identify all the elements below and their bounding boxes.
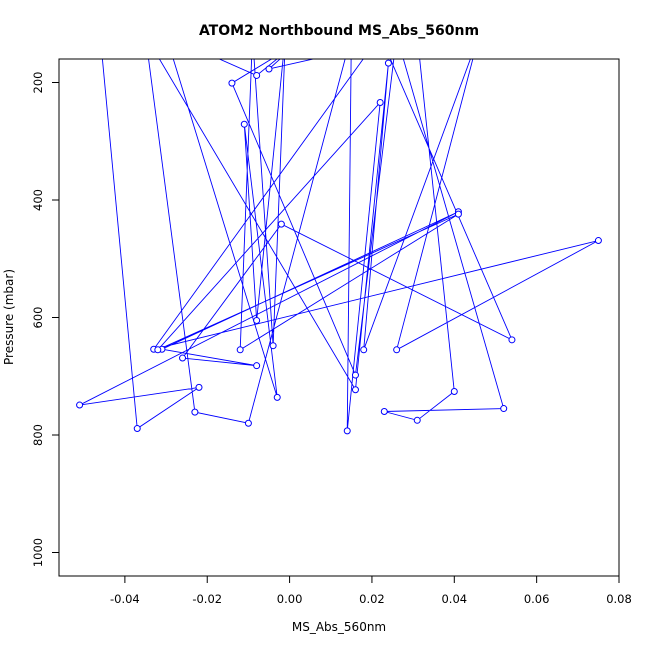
data-point xyxy=(154,346,162,354)
data-point xyxy=(380,408,388,415)
data-point xyxy=(133,425,141,433)
y-tick-label: 800 xyxy=(31,424,45,446)
x-tick-label: -0.04 xyxy=(110,592,140,606)
data-point xyxy=(179,354,187,362)
data-point xyxy=(393,346,401,354)
y-tick-label: 1000 xyxy=(31,538,45,567)
data-point xyxy=(351,386,359,394)
data-point xyxy=(228,79,236,87)
data-point xyxy=(244,419,252,427)
data-point xyxy=(253,362,261,370)
x-tick-label: 0.04 xyxy=(441,592,467,606)
points-layer xyxy=(76,59,602,435)
x-axis: -0.04 -0.02 0.00 0.02 0.04 0.06 0.08 xyxy=(110,575,632,606)
data-point xyxy=(360,346,368,354)
series-line xyxy=(79,59,599,431)
data-point xyxy=(195,383,203,391)
data-point xyxy=(277,220,285,228)
y-tick-label: 400 xyxy=(31,189,45,211)
data-point xyxy=(500,405,508,413)
data-point xyxy=(253,71,261,79)
chart-title: ATOM2 Northbound MS_Abs_560nm xyxy=(199,23,479,39)
data-point xyxy=(376,98,384,106)
data-point xyxy=(236,346,244,354)
x-tick-label: 0.08 xyxy=(606,592,632,606)
data-point xyxy=(384,59,392,67)
data-point xyxy=(343,427,351,435)
data-point xyxy=(253,316,261,324)
data-point xyxy=(265,65,273,73)
x-tick-label: 0.00 xyxy=(277,592,303,606)
y-axis: 200 400 600 800 1000 xyxy=(31,72,60,567)
y-tick-label: 600 xyxy=(31,307,45,329)
y-axis-label: Pressure (mbar) xyxy=(2,269,16,365)
y-tick-label: 200 xyxy=(31,72,45,94)
data-point xyxy=(594,237,602,245)
data-point xyxy=(240,120,248,128)
data-point xyxy=(76,401,84,409)
data-point xyxy=(191,408,199,416)
x-tick-label: -0.02 xyxy=(192,592,222,606)
plot-frame xyxy=(58,58,620,577)
data-point xyxy=(450,388,458,396)
x-tick-label: 0.02 xyxy=(359,592,385,606)
x-tick-label: 0.06 xyxy=(524,592,550,606)
data-point xyxy=(269,342,277,350)
data-point xyxy=(351,371,359,379)
series-layer xyxy=(79,59,599,431)
data-point xyxy=(273,393,281,401)
x-axis-label: MS_Abs_560nm xyxy=(292,620,386,634)
data-point xyxy=(454,210,462,218)
data-point xyxy=(508,336,516,344)
data-point xyxy=(413,416,421,424)
